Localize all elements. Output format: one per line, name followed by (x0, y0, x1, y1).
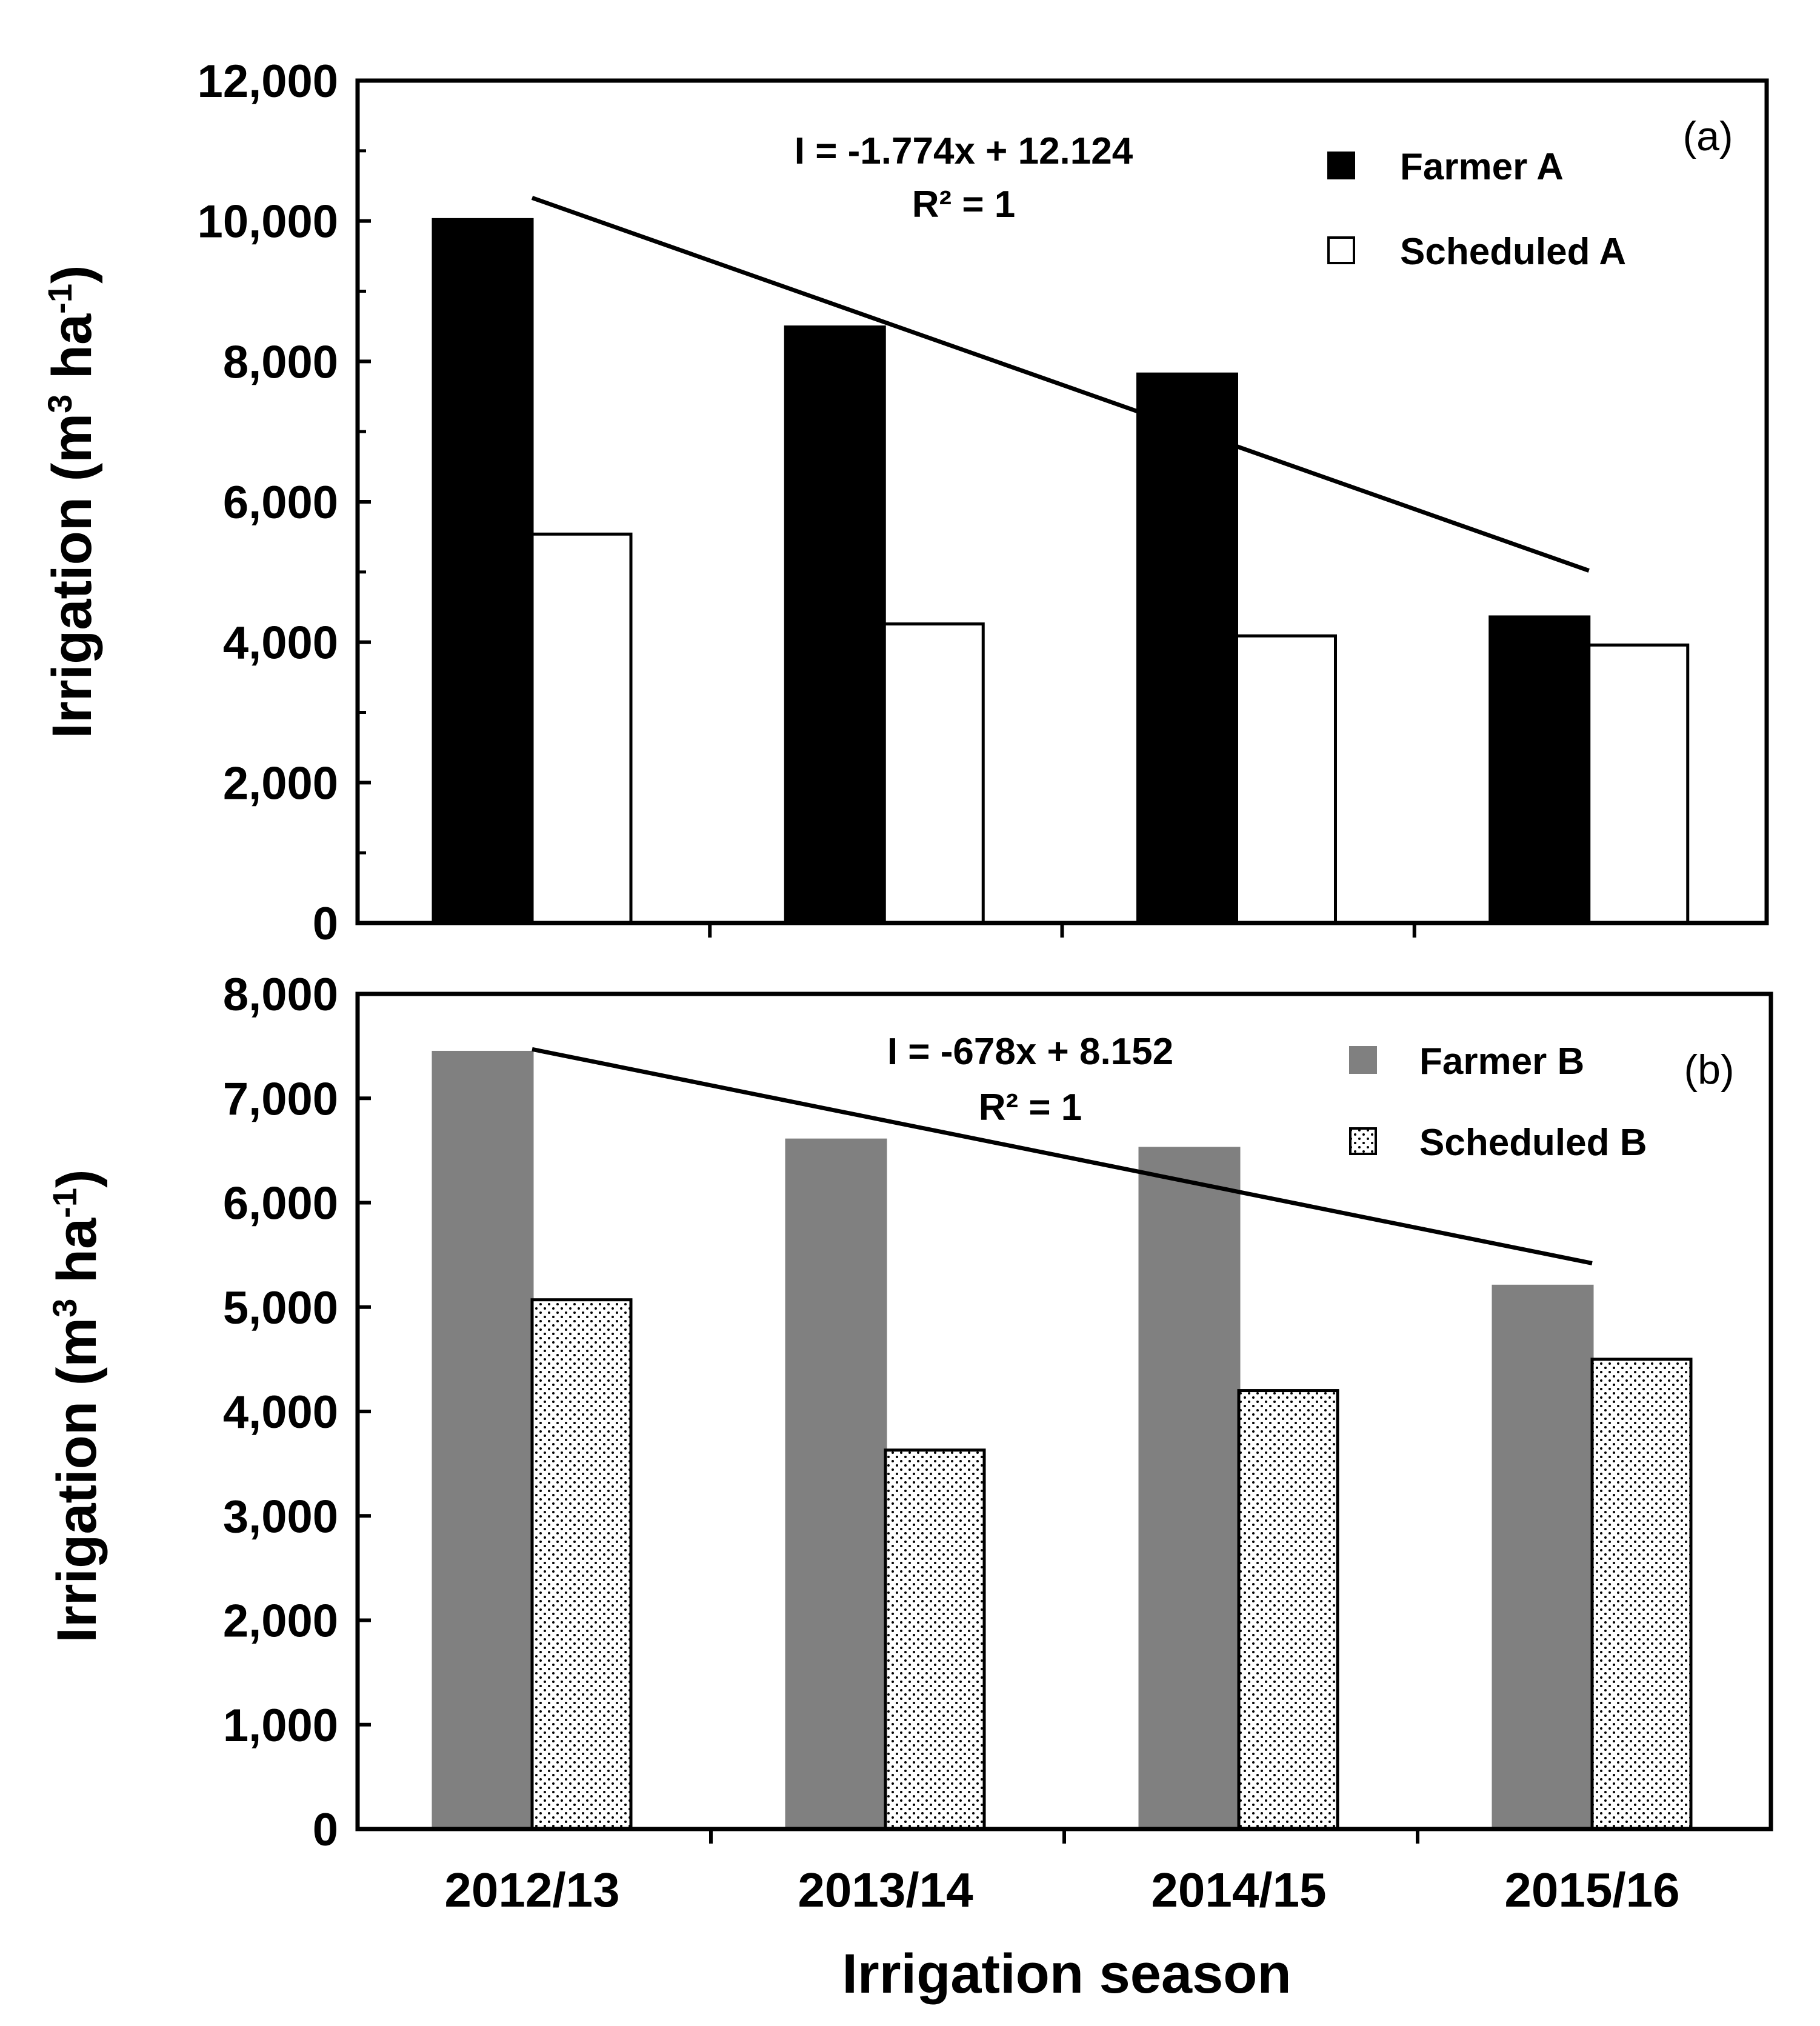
panel-b-r2: R² = 1 (979, 1087, 1082, 1128)
bar-scheduled-a-2015-16 (1587, 643, 1690, 925)
x-category-label: 2012/13 (444, 1863, 619, 1917)
y-tick-label: 2,000 (223, 1596, 338, 1647)
panel-b-equation: I = -678x + 8.152 (887, 1031, 1173, 1073)
y-tick-label: 0 (313, 1804, 338, 1856)
panel-a-equation: I = -1.774x + 12.124 (795, 130, 1133, 172)
x-category-label: 2013/14 (798, 1863, 973, 1917)
panel-b-frame (355, 991, 1773, 1831)
panel-b: 0 1,000 2,000 3,000 4,000 5,000 6,000 7,000 8,00… (45, 969, 1773, 2005)
panel-a-ylabel: Irrigation (m3 ha-1) (41, 265, 103, 738)
bar-scheduled-b-2013-14 (884, 1448, 986, 1831)
bar-farmer-a-2015-16 (1488, 615, 1591, 925)
y-tick-label: 6,000 (223, 1178, 338, 1230)
panel-b-tag: (b) (1684, 1047, 1734, 1093)
bar-farmer-a-2014-15 (1136, 372, 1238, 925)
bar-farmer-a-2012-13 (432, 218, 534, 925)
panel-a-trendline (531, 196, 1590, 573)
bar-scheduled-a-2012-13 (530, 532, 633, 925)
y-tick-label: 3,000 (223, 1491, 338, 1542)
y-tick-label: 6,000 (223, 477, 338, 528)
y-tick-label: 5,000 (223, 1282, 338, 1334)
panel-a: 0 2,000 4,000 6,000 8,000 10,000 12,000 I = -1… (41, 56, 1769, 950)
bar-scheduled-a-2013-14 (882, 622, 985, 925)
bar-farmer-b-2013-14 (785, 1138, 887, 1831)
legend-label-farmer-b: Farmer B (1419, 1041, 1584, 1082)
bar-farmer-a-2013-14 (784, 325, 886, 925)
panel-a-r2: R² = 1 (912, 184, 1016, 225)
legend-label-scheduled-b: Scheduled B (1419, 1122, 1647, 1164)
x-category-label: 2015/16 (1504, 1863, 1679, 1917)
y-tick-label: 7,000 (223, 1073, 338, 1125)
bar-scheduled-b-2014-15 (1237, 1389, 1339, 1831)
y-tick-label: 4,000 (223, 1387, 338, 1438)
bar-scheduled-a-2014-15 (1235, 634, 1337, 925)
legend-label-scheduled-a: Scheduled A (1400, 231, 1626, 273)
x-axis-title: Irrigation season (842, 1943, 1291, 2005)
y-tick-label: 2,000 (223, 758, 338, 809)
y-tick-label: 8,000 (223, 969, 338, 1021)
y-tick-label: 10,000 (198, 196, 338, 248)
x-category-label: 2014/15 (1151, 1863, 1326, 1917)
legend-swatch-farmer-a (1327, 152, 1355, 179)
y-tick-label: 8,000 (223, 336, 338, 388)
bar-scheduled-b-2015-16 (1590, 1358, 1693, 1831)
y-tick-label: 0 (313, 898, 338, 950)
legend-swatch-farmer-b (1349, 1046, 1377, 1074)
bar-farmer-b-2012-13 (432, 1050, 534, 1831)
panel-a-tag: (a) (1682, 113, 1733, 159)
panel-b-trendline (532, 1047, 1593, 1265)
panel-a-frame (355, 78, 1769, 925)
bar-farmer-b-2015-16 (1492, 1284, 1594, 1831)
legend-swatch-scheduled-a (1327, 236, 1355, 264)
y-tick-label: 12,000 (198, 56, 338, 107)
y-tick-label: 4,000 (223, 618, 338, 669)
y-tick-label: 1,000 (223, 1700, 338, 1751)
legend-swatch-scheduled-b (1349, 1127, 1377, 1155)
bar-scheduled-b-2012-13 (530, 1298, 633, 1831)
bar-farmer-b-2014-15 (1138, 1147, 1241, 1831)
panel-b-ylabel: Irrigation (m3 ha-1) (45, 1169, 108, 1642)
legend-label-farmer-a: Farmer A (1400, 146, 1564, 188)
